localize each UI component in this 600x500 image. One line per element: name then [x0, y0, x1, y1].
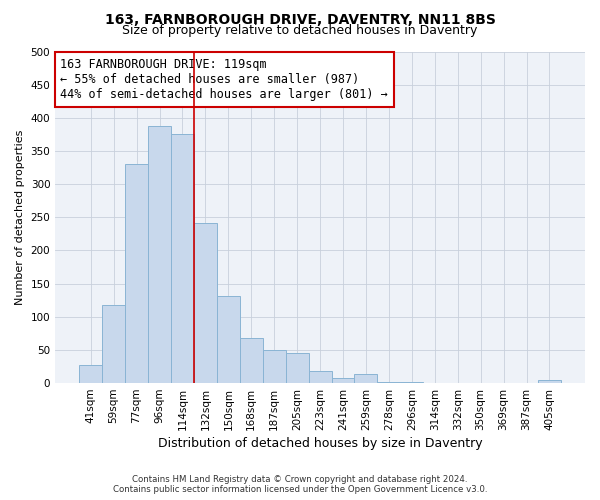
Bar — [171, 134, 194, 383]
Bar — [286, 353, 308, 383]
Text: 163 FARNBOROUGH DRIVE: 119sqm
← 55% of detached houses are smaller (987)
44% of : 163 FARNBOROUGH DRIVE: 119sqm ← 55% of d… — [61, 58, 388, 101]
Bar — [125, 164, 148, 383]
Y-axis label: Number of detached properties: Number of detached properties — [15, 130, 25, 305]
Bar — [148, 126, 171, 383]
Bar — [263, 350, 286, 383]
Bar — [538, 380, 561, 383]
Bar — [377, 382, 400, 383]
Bar — [308, 371, 332, 383]
Bar — [332, 378, 355, 383]
Text: Size of property relative to detached houses in Daventry: Size of property relative to detached ho… — [122, 24, 478, 37]
Bar — [355, 374, 377, 383]
Text: Contains HM Land Registry data © Crown copyright and database right 2024.
Contai: Contains HM Land Registry data © Crown c… — [113, 474, 487, 494]
Text: 163, FARNBOROUGH DRIVE, DAVENTRY, NN11 8BS: 163, FARNBOROUGH DRIVE, DAVENTRY, NN11 8… — [104, 12, 496, 26]
X-axis label: Distribution of detached houses by size in Daventry: Distribution of detached houses by size … — [158, 437, 482, 450]
Bar — [79, 365, 102, 383]
Bar — [102, 306, 125, 383]
Bar — [400, 382, 423, 383]
Bar — [240, 338, 263, 383]
Bar — [194, 222, 217, 383]
Bar — [217, 296, 240, 383]
